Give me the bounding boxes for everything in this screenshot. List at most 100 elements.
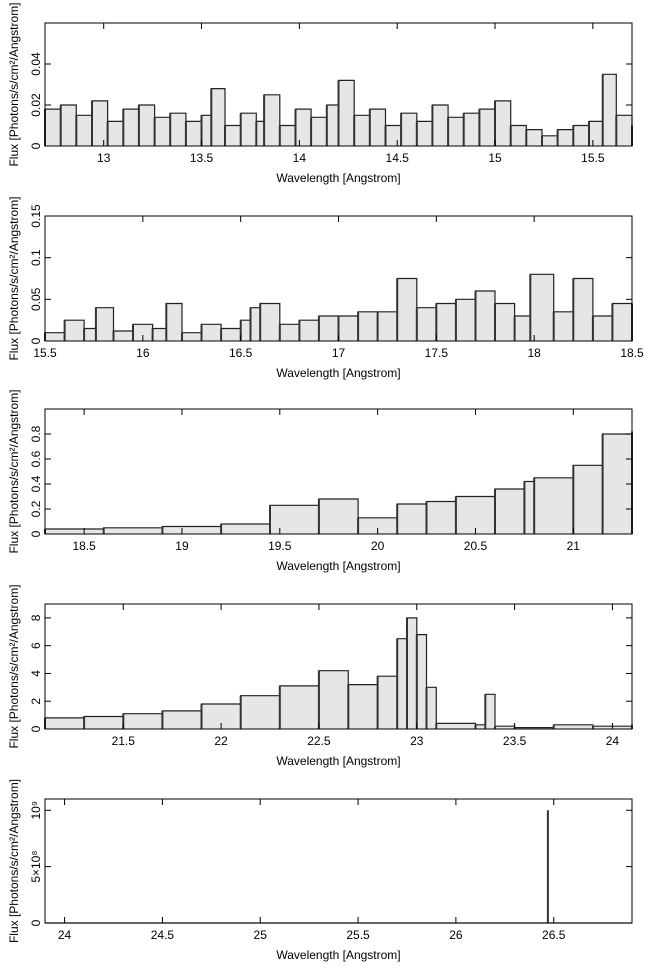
panel4-flux-bin — [396, 638, 399, 729]
panel1-flux-bin — [415, 121, 418, 146]
panel4-y-tick-label: 4 — [29, 670, 43, 677]
panel4-x-axis-label: Wavelength [Angstrom] — [276, 754, 400, 768]
panel1-flux-bin — [239, 113, 242, 146]
panel2-flux-bin — [337, 316, 340, 341]
panel2-y-tick-label: 0.05 — [29, 287, 43, 311]
panel1-flux-bin — [337, 80, 340, 146]
panel4-flux-bin — [239, 695, 242, 729]
panel1-y-tick-label: 0 — [29, 142, 43, 149]
panel2-x-tick-label: 17 — [332, 346, 346, 360]
panel2-flux-bin — [591, 316, 594, 341]
panel1-flux-bin — [153, 117, 156, 146]
panel4-flux-bin — [200, 704, 203, 729]
panel2-flux-bin — [415, 307, 418, 341]
panel2-x-tick-label: 17.5 — [425, 346, 449, 360]
panel4-flux-bin — [317, 670, 320, 729]
panel2-flux-bin — [83, 328, 86, 341]
panel2-flux-bin — [200, 324, 203, 341]
panel1-flux-bin — [184, 121, 187, 146]
panel5-y-tick-label: 0 — [29, 919, 43, 926]
panel4-flux-bin — [347, 684, 350, 729]
panel4-x-tick-label: 21.5 — [112, 734, 136, 748]
panel2-flux-bin — [63, 320, 66, 341]
panel1-flux-bin — [278, 125, 281, 146]
panel2-y-tick-label: 0 — [29, 337, 43, 344]
panel1-flux-bin — [615, 115, 618, 147]
panel1-flux-bin — [431, 105, 434, 146]
panel1-flux-bin — [478, 109, 481, 146]
panel3-x-tick-label: 20 — [371, 539, 385, 553]
panel4-flux-bin — [415, 634, 418, 729]
panel1-flux-bin — [294, 109, 297, 146]
panel3-flux-bin — [161, 526, 164, 534]
panel2-flux-bin — [529, 274, 532, 341]
panel5-error-band — [45, 810, 632, 923]
panel5-frame — [44, 798, 633, 924]
panel4-x-tick-label: 24 — [606, 734, 620, 748]
panel1-x-tick-label: 15 — [488, 151, 502, 165]
panel1-flux-bin — [91, 100, 93, 146]
panel2-flux-bin — [454, 299, 457, 341]
panel1-flux-bin — [137, 105, 140, 146]
panel2-flux-bin — [513, 316, 516, 341]
panel1-y-tick-label: 0.04 — [29, 52, 43, 76]
panel3-flux-bin — [269, 505, 271, 535]
panel3-flux-bin — [494, 489, 496, 534]
panel4-y-tick-label: 8 — [29, 614, 43, 621]
panel2-x-axis-label: Wavelength [Angstrom] — [276, 366, 400, 380]
panel3-x-tick-label: 20.5 — [464, 539, 488, 553]
panel2-flux-bin — [611, 303, 614, 341]
panel5-x-axis-label: Wavelength [Angstrom] — [276, 948, 400, 962]
panel1-x-tick-label: 14.5 — [386, 151, 410, 165]
panel2-flux-bin — [552, 311, 555, 341]
panel3-flux-bin — [396, 504, 399, 534]
panel2-flux-bin — [435, 303, 438, 341]
panel2-flux-bin — [165, 303, 168, 341]
panel3-x-axis-label: Wavelength [Angstrom] — [276, 559, 400, 573]
spectrum-panel-2: 15.5 16 16.5 17 17.5 18 18.5 0 0.05 0.1 0.15 Wavele… — [7, 196, 644, 380]
panel4-frame — [44, 603, 633, 730]
panel3-flux-bin — [523, 481, 526, 534]
panel4-flux-bin — [278, 685, 281, 729]
panel5-x-tick-label: 25.5 — [346, 928, 370, 942]
panel2-flux-line — [45, 273, 632, 334]
spectrum-panel-5: 24 24.5 25 25.5 26 26.5 0 5×10⁸ 10⁹ Wavelength [A… — [7, 779, 633, 962]
panel3-x-tick-label: 19.5 — [268, 539, 292, 553]
panel5-y-tick-label: 5×10⁸ — [29, 851, 43, 883]
panel3-y-tick-label: 0.4 — [29, 475, 43, 492]
panel2-y-tick-label: 0.15 — [29, 204, 43, 228]
panel1-flux-bin — [556, 129, 559, 146]
panel5-x-tick-label: 26 — [449, 928, 463, 942]
panel1-frame — [44, 22, 633, 147]
panel1-flux-bin — [368, 109, 371, 146]
panel1-flux-bin — [447, 117, 450, 146]
panel1-y-tick-label: 0.02 — [29, 93, 43, 117]
panel2-x-tick-label: 18 — [527, 346, 541, 360]
panel2-flux-bin — [181, 332, 183, 341]
panel4-x-tick-label: 22 — [214, 734, 228, 748]
panel1-flux-bin — [509, 125, 512, 146]
panel1-flux-bin — [601, 74, 604, 147]
panel4-y-tick-label: 0 — [29, 725, 43, 732]
panel1-flux-bin — [572, 125, 575, 146]
panel2-flux-bin — [376, 311, 379, 341]
panel5-x-tick-label: 24 — [58, 928, 72, 942]
panel3-x-tick-label: 18.5 — [72, 539, 96, 553]
panel5-x-tick-label: 26.5 — [542, 928, 566, 942]
panel1-y-axis-label: Flux [Photons/s/cm²/Angstrom] — [7, 2, 21, 166]
panel1-flux-bin — [462, 113, 465, 146]
panel5-x-tick-label: 25 — [254, 928, 268, 942]
panel1-flux-bin — [255, 121, 258, 146]
panel1-flux-bin — [588, 121, 590, 146]
panel4-x-tick-label: 22.5 — [307, 734, 331, 748]
panel4-x-tick-label: 23 — [410, 734, 424, 748]
panel3-flux-bin — [102, 527, 105, 535]
panel1-flux-bin — [122, 109, 125, 146]
panel3-flux-bin — [454, 496, 457, 534]
panel4-flux-bin — [406, 617, 408, 729]
panel1-flux-bin — [541, 135, 543, 147]
panel4-flux-bin — [425, 687, 428, 729]
panel2-flux-bin — [220, 328, 223, 341]
panel1-flux-bin — [384, 125, 387, 146]
panel2-flux-bin — [572, 278, 575, 341]
